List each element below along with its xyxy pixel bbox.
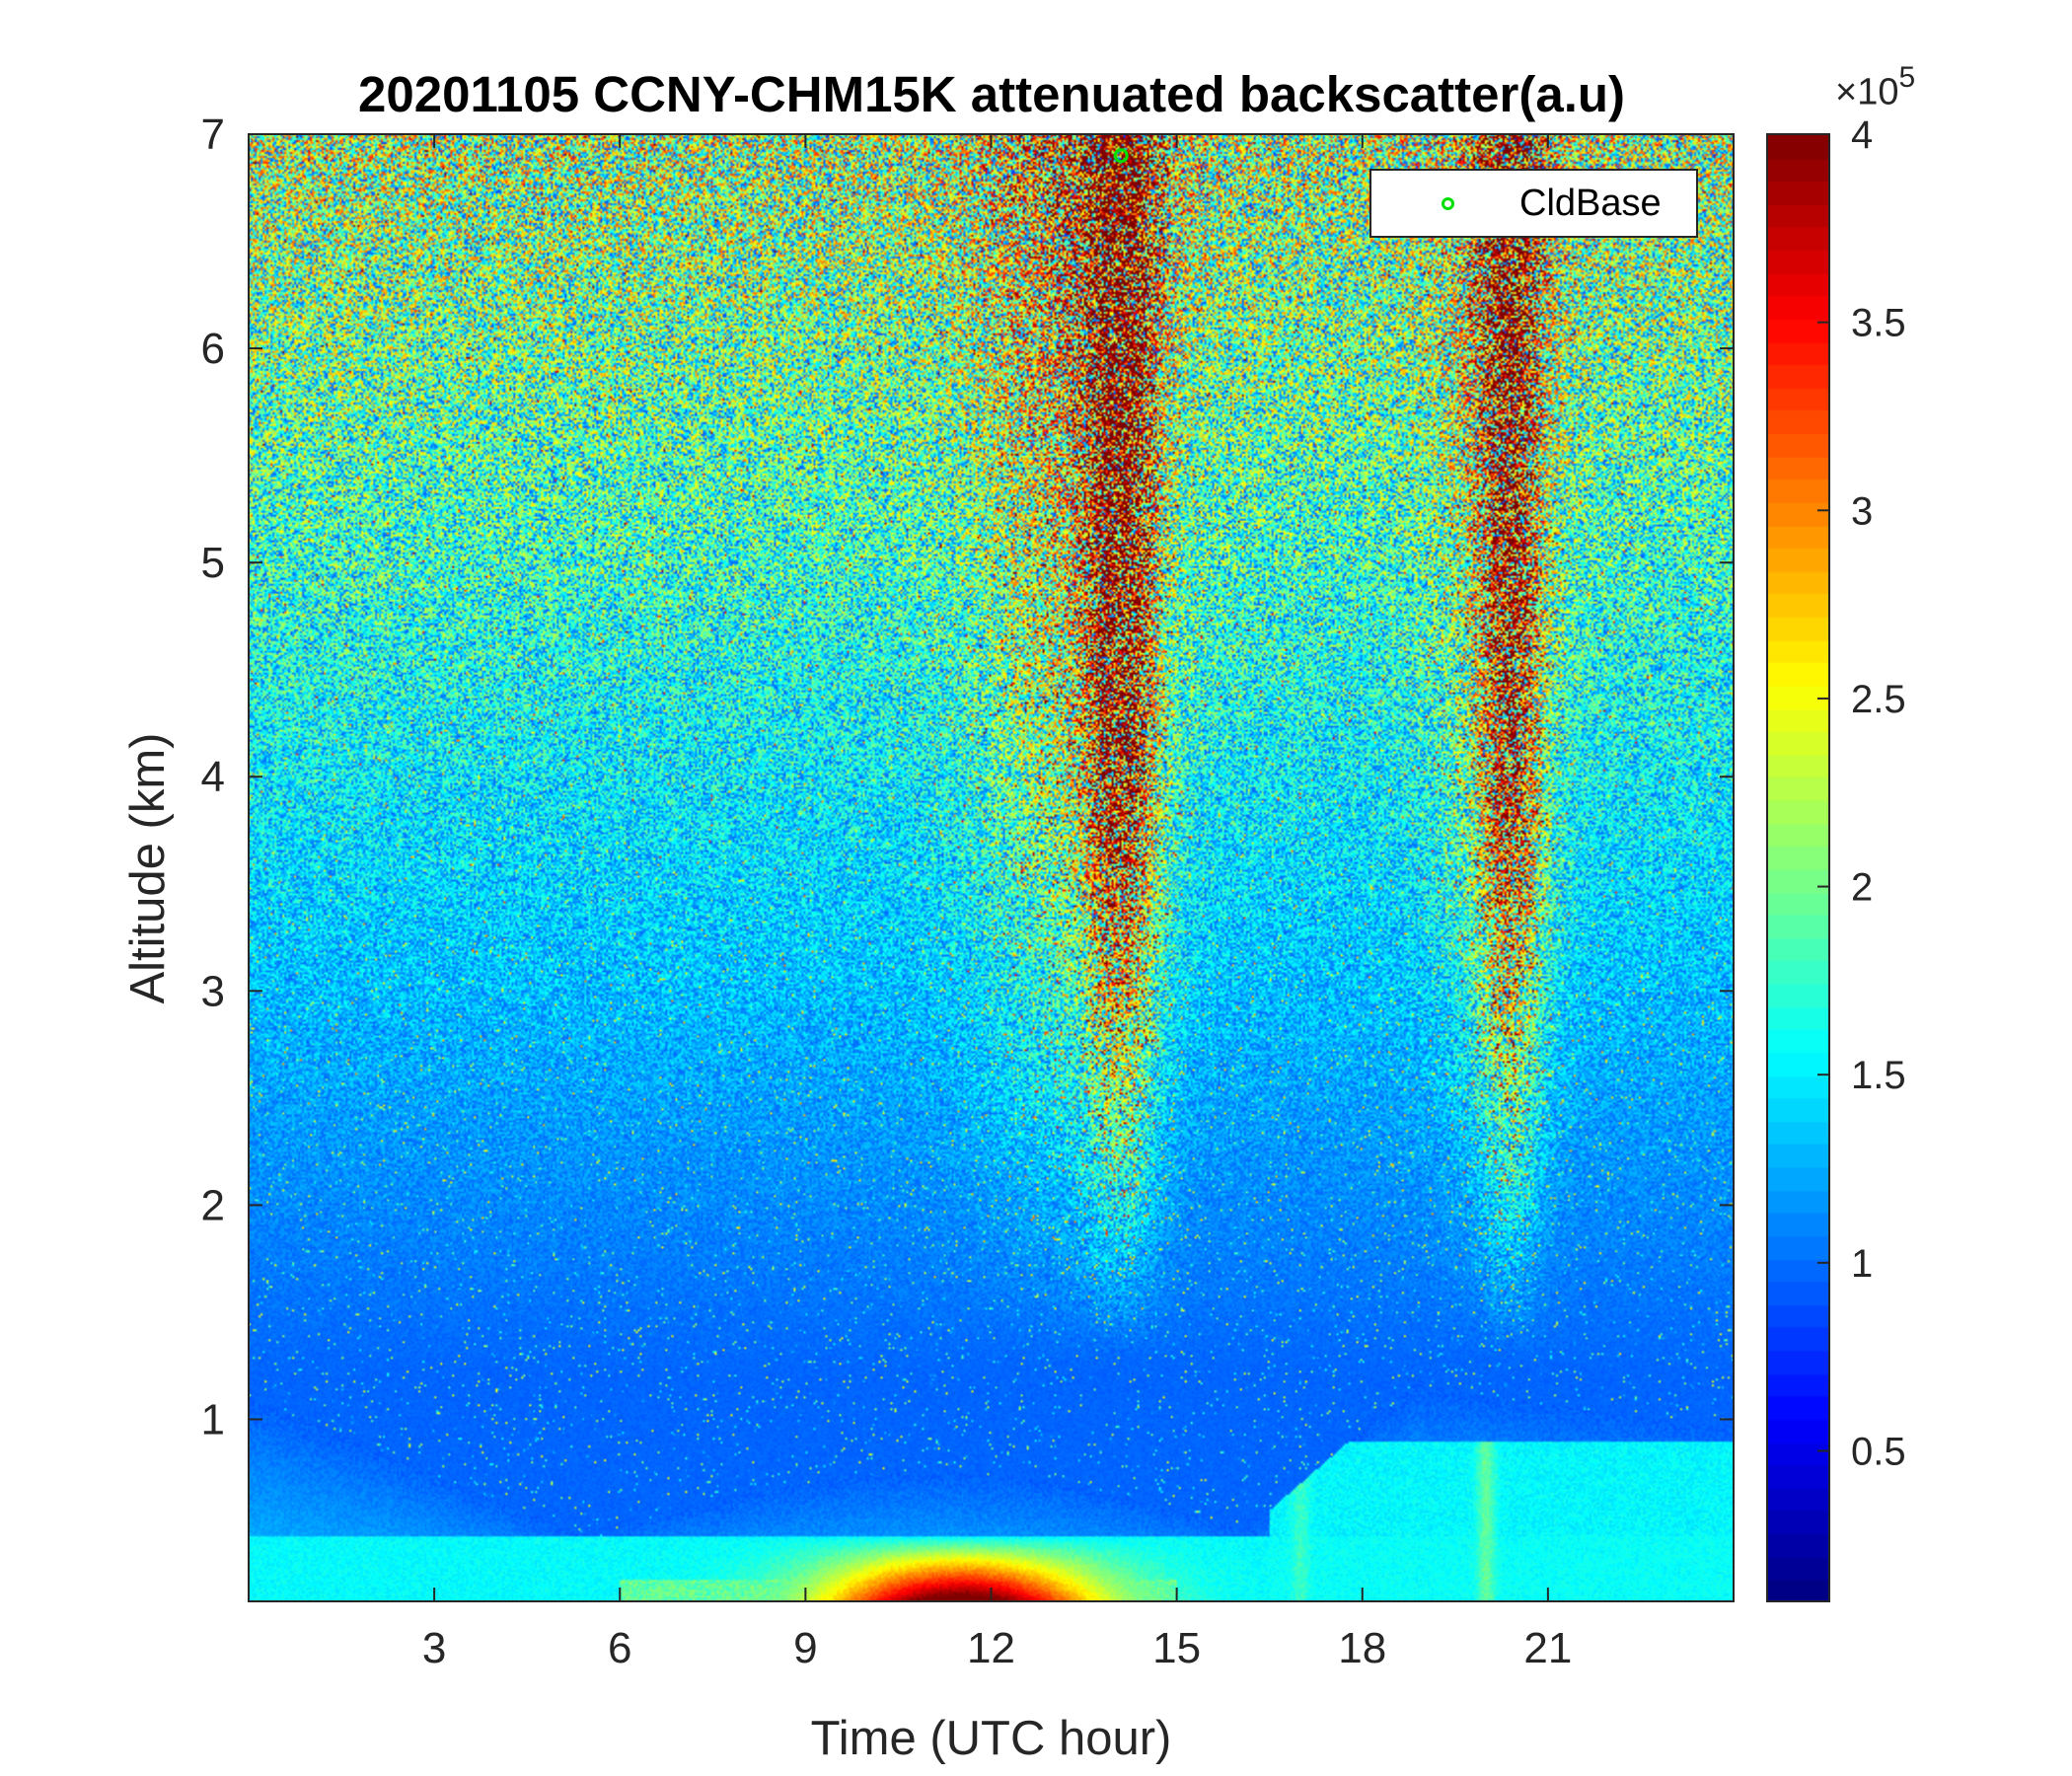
colorbar-multiplier: ×105	[1835, 61, 1915, 114]
colorbar-frame	[1766, 133, 1830, 1602]
y-tick-label: 4	[201, 753, 225, 801]
x-tick-label: 18	[1338, 1624, 1386, 1672]
y-tick-label: 5	[201, 539, 225, 587]
colorbar-tick-label: 3	[1851, 489, 1873, 533]
y-tick-label: 7	[201, 111, 225, 159]
backscatter-heatmap	[249, 134, 1734, 1601]
legend: CldBase	[1369, 169, 1698, 238]
colorbar-multiplier-exponent: 5	[1898, 61, 1916, 94]
x-tick-label: 12	[967, 1624, 1015, 1672]
colorbar-multiplier-base: ×10	[1835, 71, 1899, 113]
colorbar-tick-label: 4	[1851, 113, 1873, 157]
x-tick-label: 21	[1523, 1624, 1572, 1672]
y-tick-label: 3	[201, 967, 225, 1015]
x-axis-label: Time (UTC hour)	[810, 1712, 1172, 1765]
x-tick-label: 15	[1152, 1624, 1201, 1672]
cldbase-point	[1113, 148, 1129, 164]
colorbar-tick-label: 3.5	[1851, 302, 1906, 345]
y-tick-label: 2	[201, 1181, 225, 1229]
x-tick-label: 9	[793, 1624, 817, 1672]
colorbar-tick-label: 2	[1851, 866, 1873, 910]
legend-label-cldbase: CldBase	[1519, 183, 1662, 224]
chart-title: 20201105 CCNY-CHM15K attenuated backscat…	[357, 66, 1625, 122]
colorbar-tick-label: 1	[1851, 1242, 1873, 1286]
plot-frame	[248, 133, 1735, 1602]
y-tick-label: 6	[201, 325, 225, 373]
y-axis-label: Altitude (km)	[121, 732, 175, 1004]
colorbar-tick-label: 2.5	[1851, 678, 1906, 721]
colorbar-tick-label: 0.5	[1851, 1430, 1906, 1473]
x-tick-label: 6	[608, 1624, 631, 1672]
legend-marker-cldbase	[1442, 197, 1454, 210]
y-tick-label: 1	[201, 1395, 225, 1443]
x-tick-label: 3	[422, 1624, 446, 1672]
colorbar	[1767, 134, 1829, 1601]
colorbar-tick-label: 1.5	[1851, 1054, 1906, 1097]
